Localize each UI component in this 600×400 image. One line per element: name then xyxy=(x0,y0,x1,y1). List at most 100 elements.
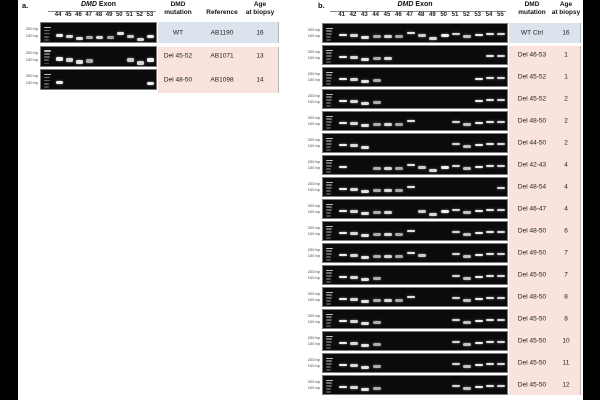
gel-band xyxy=(463,123,472,127)
age-value: 16 xyxy=(256,29,264,36)
gel-band xyxy=(55,57,63,61)
ladder-rung xyxy=(326,27,333,30)
gel-row xyxy=(322,221,508,241)
gel-band xyxy=(338,99,347,103)
mutation-label: Del 45-50 xyxy=(517,271,547,279)
gel-band xyxy=(463,255,472,259)
gel-row xyxy=(322,177,508,197)
lane-number: 46 xyxy=(394,12,402,18)
gel-band xyxy=(418,34,426,38)
gel-band xyxy=(474,209,483,213)
ladder-rung xyxy=(326,171,331,173)
gel-band xyxy=(418,254,426,258)
lane-number: 44 xyxy=(54,12,62,18)
lane-number: 49 xyxy=(105,12,113,18)
ladder-rung xyxy=(326,322,331,324)
gel-band xyxy=(350,298,358,302)
gel-band xyxy=(384,255,392,259)
gel-band xyxy=(338,253,347,257)
marker-label-100bp: 100 bp xyxy=(307,55,320,60)
ladder-rung xyxy=(44,32,50,35)
gel-band xyxy=(497,362,506,366)
mutation-label: Del 48-50 xyxy=(517,117,547,125)
mutation-label: WT Ctrl xyxy=(521,29,543,37)
gel-band xyxy=(338,363,347,367)
gel-band xyxy=(127,34,134,38)
gel-band xyxy=(486,76,494,80)
row-highlight-mutants xyxy=(509,45,581,395)
lane-number: 50 xyxy=(440,12,447,18)
ladder-rung xyxy=(326,237,331,239)
gel-row xyxy=(322,133,508,153)
gel-row xyxy=(322,375,508,395)
gel-band xyxy=(372,101,381,105)
mutation-label: Del 48-54 xyxy=(517,183,547,191)
marker-label-200bp: 200 bp xyxy=(307,225,320,230)
marker-label-200bp: 200 bp xyxy=(307,93,320,98)
gel-band xyxy=(463,387,472,391)
gel-band xyxy=(497,32,506,36)
mutation-label: Del 46-53 xyxy=(517,51,547,59)
marker-label-100bp: 100 bp xyxy=(307,121,320,126)
ladder-rung xyxy=(326,168,331,170)
ladder-rung xyxy=(326,143,332,145)
marker-label-200bp: 200 bp xyxy=(307,71,320,76)
panel-b-header-bracket xyxy=(330,11,506,12)
mutation-label: Del 48-50 xyxy=(163,76,193,83)
gel-band xyxy=(361,256,370,260)
marker-label-100bp: 100 bp xyxy=(307,77,320,82)
gel-band xyxy=(463,299,472,303)
gel-band xyxy=(474,77,483,81)
lane-number: 47 xyxy=(85,12,93,18)
gel-band xyxy=(338,297,347,301)
ladder-rung xyxy=(326,281,331,283)
age-value: 14 xyxy=(256,76,264,83)
row-highlight-mutants xyxy=(158,47,279,93)
marker-label-100bp: 100 bp xyxy=(307,33,320,38)
marker-label-100bp: 100 bp xyxy=(307,187,320,192)
ladder-rung xyxy=(44,56,50,58)
gel-band xyxy=(474,231,483,235)
gel-band xyxy=(372,321,381,325)
gel-band xyxy=(406,185,415,189)
gel-band xyxy=(474,385,483,389)
age-value: 4 xyxy=(564,161,568,169)
ladder-rung xyxy=(326,80,331,82)
ladder-rung xyxy=(326,206,332,209)
ladder-rung xyxy=(326,347,331,349)
ladder-rung xyxy=(44,86,49,88)
marker-label-100bp: 100 bp xyxy=(307,209,320,214)
gel-band xyxy=(486,296,494,300)
marker-label-200bp: 200 bp xyxy=(307,115,320,120)
lane-number: 53 xyxy=(146,12,154,18)
gel-band xyxy=(452,384,460,388)
panel-b-col-header-age: Age at biopsy xyxy=(551,1,581,16)
gel-row xyxy=(322,309,508,329)
lane-number: 47 xyxy=(406,12,413,18)
ladder-rung xyxy=(326,55,332,57)
age-value: 7 xyxy=(564,271,568,279)
gel-band xyxy=(418,166,426,170)
marker-label-100bp: 100 bp xyxy=(307,297,320,302)
gel-band xyxy=(486,230,494,234)
ladder-rung xyxy=(326,30,332,33)
marker-label-100bp: 100 bp xyxy=(307,275,320,280)
gel-band xyxy=(361,234,370,238)
gel-band xyxy=(338,319,347,323)
gel-band xyxy=(147,34,155,38)
ladder-rung xyxy=(326,234,331,236)
gel-band xyxy=(338,165,347,169)
gel-band xyxy=(486,120,494,124)
marker-label-100bp: 100 bp xyxy=(25,33,38,38)
gel-band xyxy=(147,58,155,62)
gel-band xyxy=(395,35,404,39)
ladder-rung xyxy=(326,93,333,96)
age-value: 16 xyxy=(562,29,570,37)
age-value: 6 xyxy=(564,227,568,235)
gel-band xyxy=(338,77,347,81)
mutation-label: Del 45-50 xyxy=(517,359,547,367)
lane-number: 51 xyxy=(126,12,133,18)
gel-row xyxy=(40,45,157,67)
ladder-rung xyxy=(44,82,49,85)
